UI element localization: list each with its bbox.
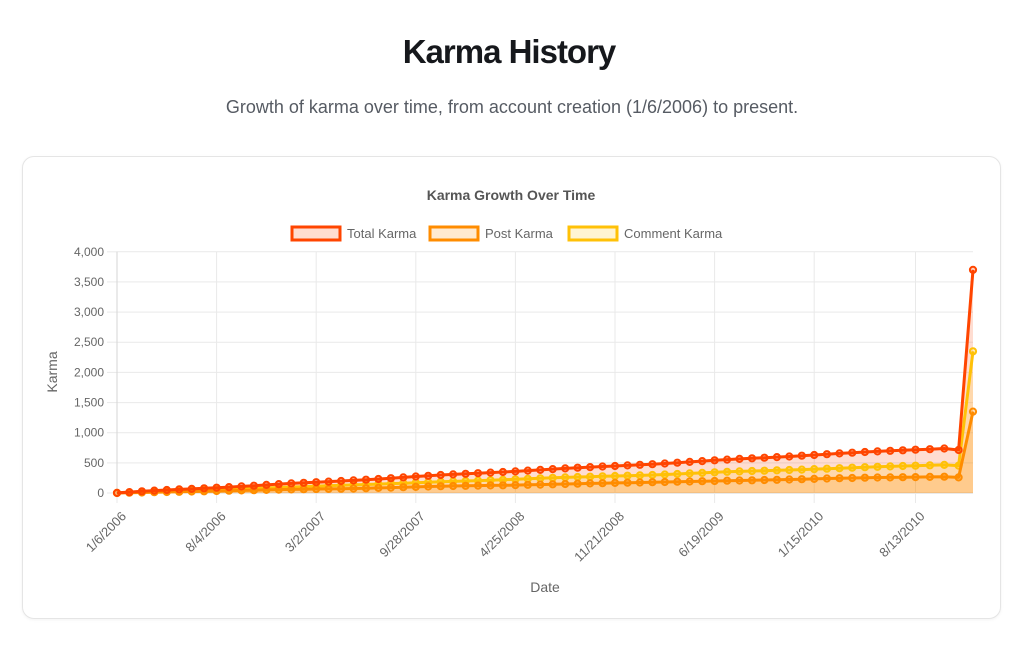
svg-text:4,000: 4,000 xyxy=(74,245,104,259)
svg-text:1/6/2006: 1/6/2006 xyxy=(83,509,129,555)
svg-text:2,500: 2,500 xyxy=(74,335,104,349)
svg-text:1,500: 1,500 xyxy=(74,396,104,410)
svg-text:11/21/2008: 11/21/2008 xyxy=(571,509,627,565)
svg-text:Karma Growth Over Time: Karma Growth Over Time xyxy=(427,187,596,203)
svg-text:3,000: 3,000 xyxy=(74,305,104,319)
svg-text:Post Karma: Post Karma xyxy=(485,226,554,241)
svg-text:4/25/2008: 4/25/2008 xyxy=(476,509,528,561)
svg-text:1/15/2010: 1/15/2010 xyxy=(775,509,827,561)
svg-text:6/19/2009: 6/19/2009 xyxy=(675,509,727,561)
svg-text:8/4/2006: 8/4/2006 xyxy=(182,509,228,555)
svg-text:Karma: Karma xyxy=(44,351,60,392)
svg-text:Total Karma: Total Karma xyxy=(347,226,417,241)
svg-text:Comment Karma: Comment Karma xyxy=(624,226,723,241)
svg-text:9/28/2007: 9/28/2007 xyxy=(376,509,428,561)
svg-text:1,000: 1,000 xyxy=(74,426,104,440)
svg-text:Date: Date xyxy=(530,579,560,595)
svg-text:2,000: 2,000 xyxy=(74,365,104,379)
svg-text:3/2/2007: 3/2/2007 xyxy=(282,509,328,555)
svg-text:8/13/2010: 8/13/2010 xyxy=(876,509,928,561)
svg-text:500: 500 xyxy=(84,456,104,470)
svg-text:3,500: 3,500 xyxy=(74,275,104,289)
svg-text:0: 0 xyxy=(97,486,104,500)
